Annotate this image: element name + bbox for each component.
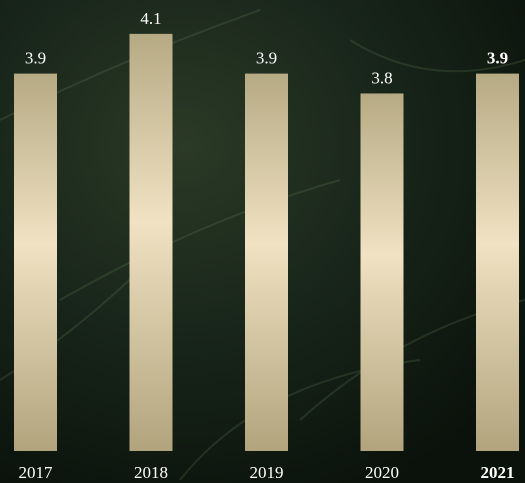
value-label: 3.9 bbox=[487, 48, 508, 67]
x-tick-label: 2018 bbox=[134, 463, 168, 482]
value-label: 3.8 bbox=[371, 68, 392, 87]
bar bbox=[245, 73, 288, 451]
value-label: 4.1 bbox=[140, 9, 161, 28]
bar bbox=[360, 93, 404, 452]
x-tick-label: 2019 bbox=[250, 463, 284, 482]
value-label: 3.9 bbox=[256, 48, 277, 67]
bar bbox=[129, 33, 173, 451]
x-tick-label: 2021 bbox=[481, 463, 515, 482]
bar bbox=[476, 73, 519, 451]
x-tick-label: 2017 bbox=[19, 463, 54, 482]
value-label: 3.9 bbox=[25, 48, 46, 67]
x-tick-label: 2020 bbox=[365, 463, 399, 482]
bar bbox=[14, 73, 57, 451]
